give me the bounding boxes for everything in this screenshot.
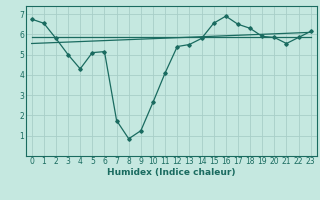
X-axis label: Humidex (Indice chaleur): Humidex (Indice chaleur): [107, 168, 236, 177]
